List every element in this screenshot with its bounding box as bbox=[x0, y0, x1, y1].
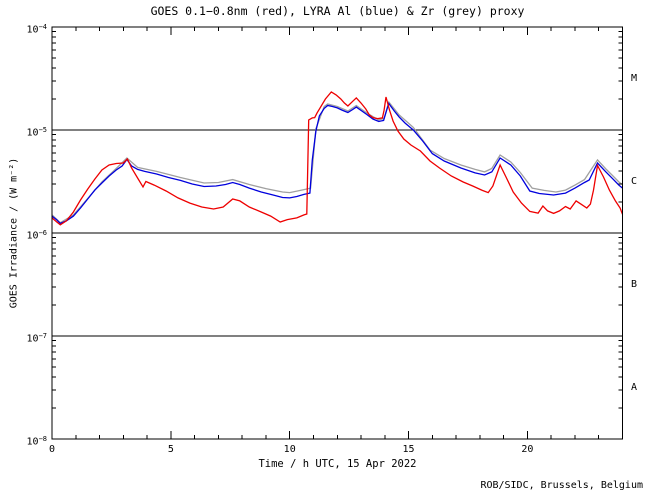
flare-class-label: B bbox=[630, 278, 638, 290]
series-line-lyra_al bbox=[51, 102, 623, 225]
flare-class-label: A bbox=[630, 381, 638, 393]
x-tick-label: 15 bbox=[402, 444, 415, 455]
y-tick-label: 10−4 bbox=[26, 23, 47, 36]
credit-text: ROB/SIDC, Brussels, Belgium bbox=[480, 480, 643, 491]
y-tick-label: 10−8 bbox=[26, 435, 47, 448]
axis-ticks bbox=[51, 26, 623, 440]
x-tick-label: 5 bbox=[167, 444, 174, 455]
x-axis-label: Time / h UTC, 15 Apr 2022 bbox=[258, 458, 417, 470]
y-tick-label: 10−7 bbox=[26, 332, 47, 345]
flare-class-label: C bbox=[630, 175, 638, 187]
flare-class-label: M bbox=[630, 72, 638, 84]
x-tick-label: 0 bbox=[48, 444, 56, 455]
series-line-goes_xrs bbox=[51, 91, 624, 226]
y-tick-label: 10−6 bbox=[26, 229, 47, 242]
flare-class-lines bbox=[52, 129, 623, 337]
chart-title: GOES 0.1−0.8nm (red), LYRA Al (blue) & Z… bbox=[150, 4, 525, 18]
y-tick-label: 10−5 bbox=[26, 126, 47, 139]
x-tick-label: 20 bbox=[521, 444, 534, 455]
series-line-lyra_zr bbox=[51, 100, 623, 224]
data-series bbox=[51, 91, 624, 226]
x-tick-label: 10 bbox=[283, 444, 296, 455]
